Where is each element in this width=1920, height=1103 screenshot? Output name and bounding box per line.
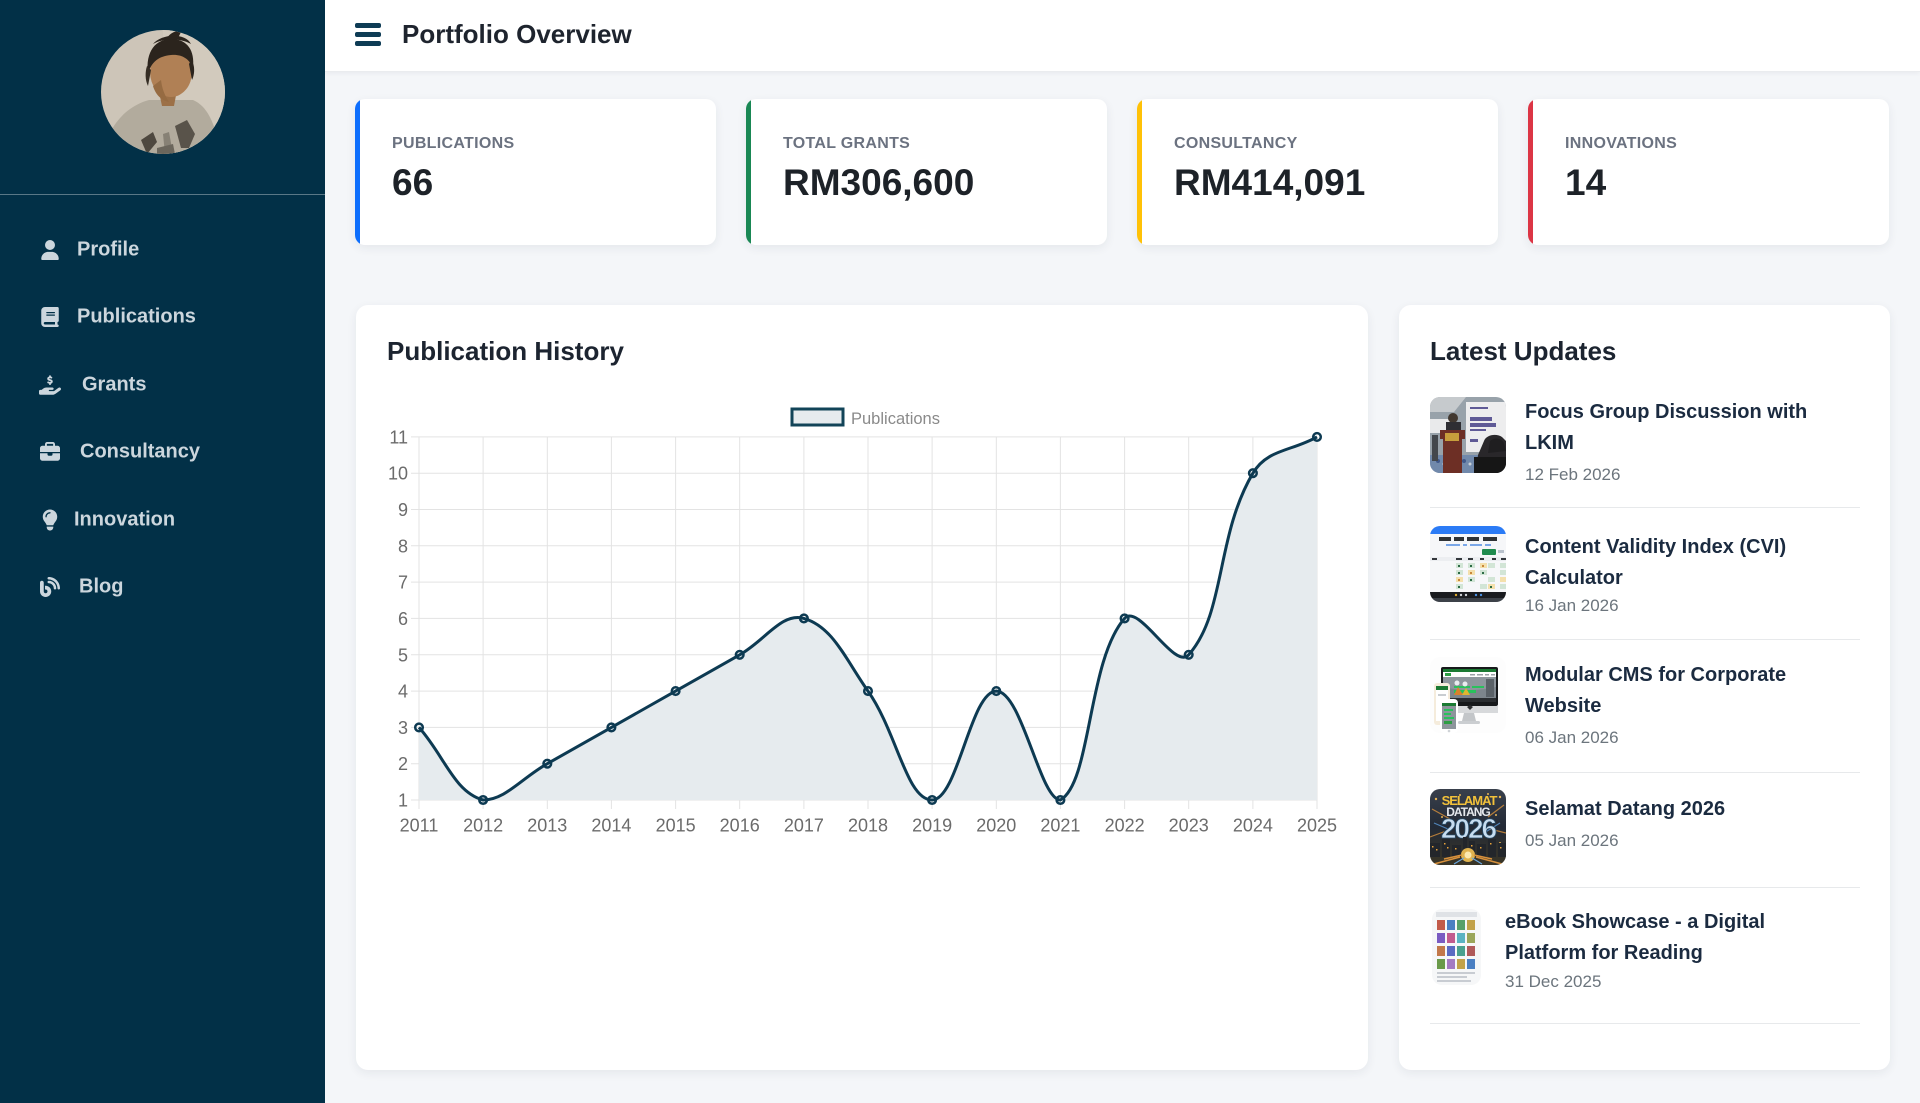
svg-text:DATANG: DATANG: [1446, 805, 1490, 819]
svg-text:2026: 2026: [1441, 813, 1497, 844]
svg-text:10: 10: [388, 464, 408, 484]
svg-text:2011: 2011: [400, 816, 439, 836]
svg-text:8: 8: [398, 536, 408, 556]
svg-text:Publications: Publications: [851, 410, 940, 428]
svg-text:2016: 2016: [720, 816, 760, 836]
svg-text:2022: 2022: [1105, 816, 1145, 836]
svg-text:1: 1: [398, 791, 408, 811]
svg-text:2019: 2019: [912, 816, 952, 836]
svg-text:5: 5: [398, 645, 408, 665]
svg-text:4: 4: [398, 682, 408, 702]
svg-text:2014: 2014: [591, 816, 631, 836]
svg-text:11: 11: [389, 427, 408, 447]
svg-text:2015: 2015: [656, 816, 696, 836]
svg-text:2024: 2024: [1233, 816, 1273, 836]
svg-text:2020: 2020: [976, 816, 1016, 836]
svg-text:2018: 2018: [848, 816, 888, 836]
svg-text:2023: 2023: [1169, 816, 1209, 836]
svg-text:7: 7: [398, 573, 408, 593]
svg-text:3: 3: [398, 718, 408, 738]
svg-text:2017: 2017: [784, 816, 824, 836]
svg-text:6: 6: [398, 609, 408, 629]
svg-text:2025: 2025: [1297, 816, 1337, 836]
svg-text:2013: 2013: [527, 816, 567, 836]
svg-text:2021: 2021: [1040, 816, 1080, 836]
svg-text:2012: 2012: [463, 816, 503, 836]
svg-text:SELAMAT: SELAMAT: [1442, 793, 1498, 808]
svg-text:2: 2: [398, 754, 408, 774]
svg-text:9: 9: [398, 500, 408, 520]
